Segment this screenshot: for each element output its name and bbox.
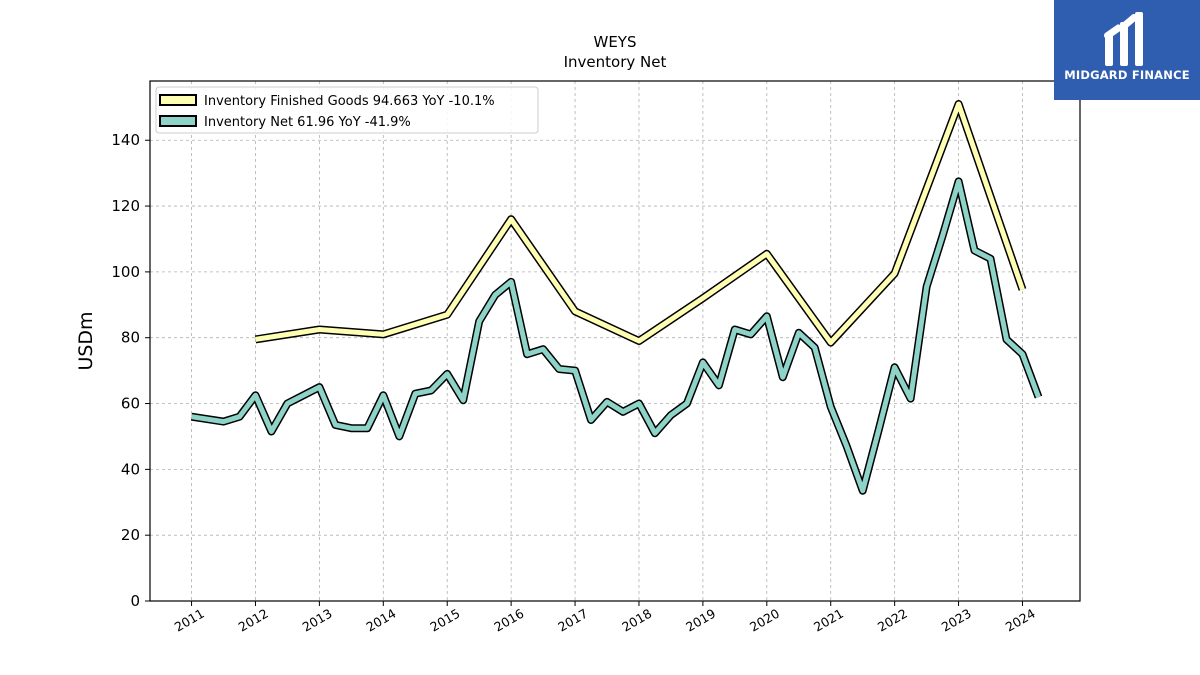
x-tick-label: 2020: [747, 606, 782, 635]
x-tick-label: 2012: [236, 606, 271, 635]
legend: Inventory Finished Goods 94.663 YoY -10.…: [155, 86, 539, 134]
series-layer: [190, 100, 1043, 495]
x-tick-label: 2018: [619, 606, 654, 635]
series-line-outline-0: [254, 100, 1027, 347]
y-tick-label: 0: [130, 592, 140, 610]
series-line-0: [255, 101, 1025, 346]
x-tick-label: 2017: [555, 606, 590, 635]
y-tick-label: 100: [111, 263, 140, 281]
legend-label-1: Inventory Net 61.96 YoY -41.9%: [204, 115, 411, 130]
x-tick-label: 2015: [427, 606, 462, 635]
chart-subtitle: Inventory Net: [564, 53, 667, 71]
x-tick-label: 2016: [491, 606, 526, 635]
x-tick-label: 2022: [875, 606, 910, 635]
x-tick-label: 2014: [364, 606, 399, 635]
legend-swatch-1: [159, 115, 197, 127]
x-tick-label: 2023: [939, 606, 974, 635]
x-tick-label: 2021: [811, 606, 846, 635]
y-tick-label: 80: [121, 329, 140, 347]
y-tick-label: 20: [121, 526, 140, 544]
logo: MIDGARD FINANCE: [1054, 0, 1200, 100]
y-tick-label: 40: [121, 460, 140, 478]
y-axis-label: USDm: [75, 311, 97, 370]
logo-text: MIDGARD FINANCE: [1064, 68, 1190, 82]
x-tick-label: 2019: [683, 606, 718, 635]
midgard-logo-icon: [1103, 12, 1143, 66]
y-tick-label: 120: [111, 197, 140, 215]
plot-frame: [149, 80, 1081, 602]
legend-box: [155, 86, 539, 134]
legend-label-0: Inventory Finished Goods 94.663 YoY -10.…: [204, 94, 495, 109]
y-tick-label: 60: [121, 395, 140, 413]
legend-swatch-0: [159, 94, 197, 106]
series-line-1: [191, 178, 1041, 494]
y-tick-label: 140: [111, 131, 140, 149]
x-tick-label: 2011: [172, 606, 207, 635]
x-tick-label: 2024: [1003, 606, 1038, 635]
chart-title: WEYS: [594, 33, 637, 51]
x-tick-label: 2013: [300, 606, 335, 635]
